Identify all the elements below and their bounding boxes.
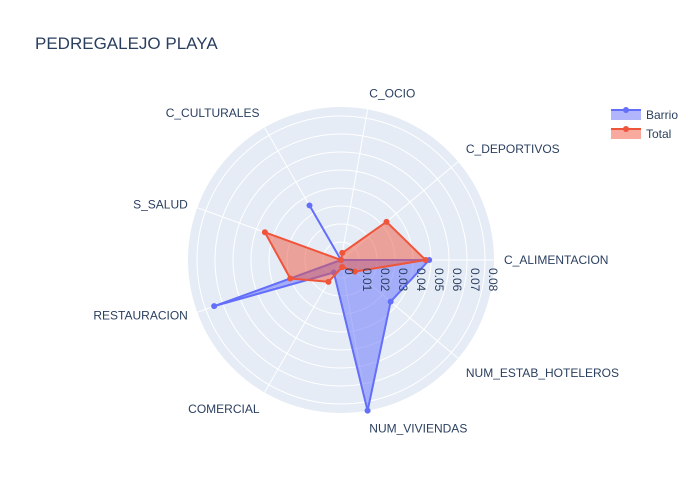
legend-item-total[interactable]: Total bbox=[611, 126, 671, 141]
radial-tick-label: 0.03 bbox=[396, 268, 410, 292]
axis-label-c-ocio: C_OCIO bbox=[369, 86, 415, 100]
radial-tick-label: 0.05 bbox=[432, 268, 446, 292]
series-layer bbox=[211, 202, 433, 414]
axis-label-c-alimentacion: C_ALIMENTACION bbox=[504, 253, 608, 267]
data-point-total[interactable] bbox=[325, 278, 332, 285]
series-area-total bbox=[263, 220, 427, 283]
legend-marker-total bbox=[623, 126, 629, 132]
radial-tick-label: 0.06 bbox=[450, 268, 464, 292]
axis-label-restauracion: RESTAURACION bbox=[93, 309, 187, 323]
data-point-total[interactable] bbox=[287, 275, 294, 282]
data-point-total[interactable] bbox=[351, 268, 358, 275]
radial-tick-label: 0.02 bbox=[378, 268, 392, 292]
legend-item-barrio[interactable]: Barrio bbox=[611, 107, 678, 122]
radial-tick-label: 0.08 bbox=[486, 268, 500, 292]
axis-label-c-deportivos: C_DEPORTIVOS bbox=[466, 142, 560, 156]
radial-tick-label: 0.04 bbox=[414, 268, 428, 292]
data-point-total[interactable] bbox=[339, 249, 346, 256]
angular-gridline bbox=[340, 109, 369, 261]
radial-tick-label: 0 bbox=[342, 268, 356, 275]
data-point-barrio[interactable] bbox=[387, 298, 394, 305]
radial-tick-label: 0.07 bbox=[468, 268, 482, 292]
legend-swatch-total bbox=[611, 129, 641, 139]
axis-labels: C_ALIMENTACION C_DEPORTIVOS C_OCIO C_CULTUR… bbox=[93, 86, 619, 435]
axis-label-num-viviendas: NUM_VIVIENDAS bbox=[369, 422, 467, 436]
chart-title: PEDREGALEJO PLAYA bbox=[35, 34, 218, 53]
axis-label-c-culturales: C_CULTURALES bbox=[166, 106, 260, 120]
axis-label-comercial: COMERCIAL bbox=[188, 402, 260, 416]
data-point-total[interactable] bbox=[383, 218, 390, 225]
axis-label-num-estab-hoteleros: NUM_ESTAB_HOTELEROS bbox=[466, 366, 619, 380]
data-point-total[interactable] bbox=[261, 229, 268, 236]
legend-label-barrio: Barrio bbox=[646, 108, 678, 122]
legend-marker-barrio bbox=[623, 107, 629, 113]
axis-label-s-salud: S_SALUD bbox=[133, 197, 188, 211]
data-point-barrio[interactable] bbox=[364, 407, 371, 414]
data-point-total[interactable] bbox=[339, 264, 346, 271]
data-point-barrio[interactable] bbox=[306, 202, 313, 209]
legend-swatch-barrio bbox=[611, 110, 641, 120]
legend[interactable]: Barrio Total bbox=[611, 107, 678, 141]
data-point-barrio[interactable] bbox=[211, 303, 218, 310]
radial-tick-label: 0.01 bbox=[360, 268, 374, 292]
data-point-total[interactable] bbox=[338, 257, 344, 263]
legend-label-total: Total bbox=[646, 127, 671, 141]
data-point-total[interactable] bbox=[422, 257, 429, 263]
